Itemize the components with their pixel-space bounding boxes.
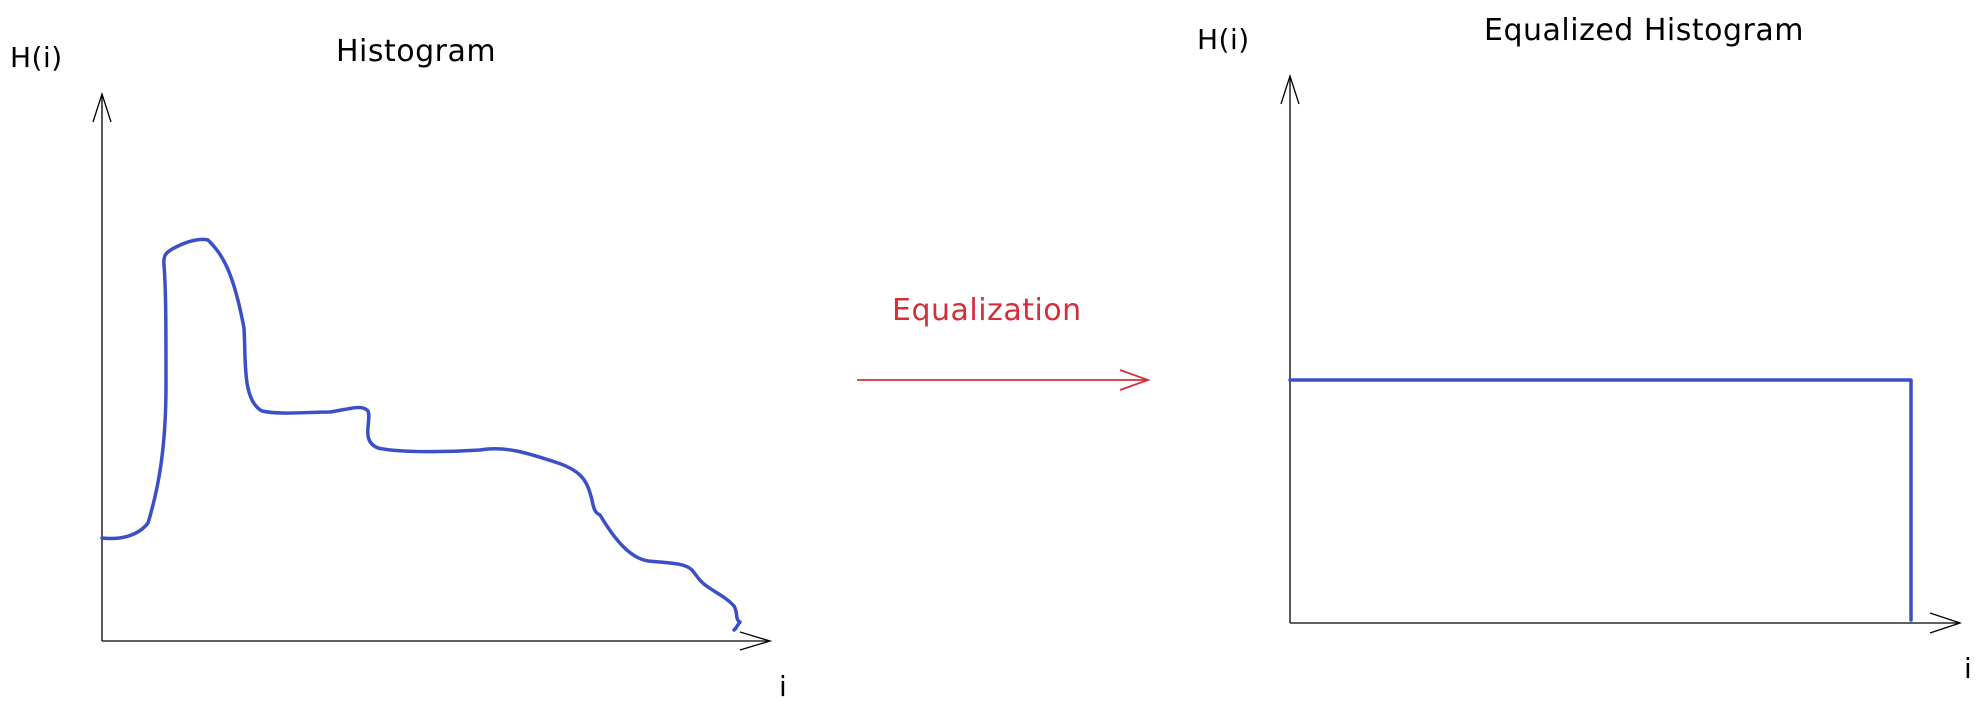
left-y-axis-arrowhead (92, 91, 112, 123)
right-x-axis-label: i (1964, 652, 1973, 685)
equalization-label: Equalization (892, 293, 1082, 328)
right-y-axis-label: H(i) (1197, 23, 1250, 56)
right-y-axis-arrowhead (1280, 73, 1300, 105)
left-y-axis-label: H(i) (10, 41, 63, 74)
right-histogram-panel (1280, 73, 1963, 634)
equalization-transform (857, 369, 1151, 391)
equalized-histogram-curve (1288, 378, 1913, 622)
left-chart-title: Histogram (336, 34, 497, 69)
left-histogram-panel (92, 91, 773, 651)
left-x-axis-label: i (779, 670, 788, 703)
right-x-axis-arrowhead (1929, 612, 1963, 634)
right-chart-title: Equalized Histogram (1484, 13, 1804, 48)
equalization-arrowhead (1119, 369, 1151, 391)
left-x-axis-arrowhead (739, 631, 773, 651)
histogram-curve (100, 237, 742, 632)
